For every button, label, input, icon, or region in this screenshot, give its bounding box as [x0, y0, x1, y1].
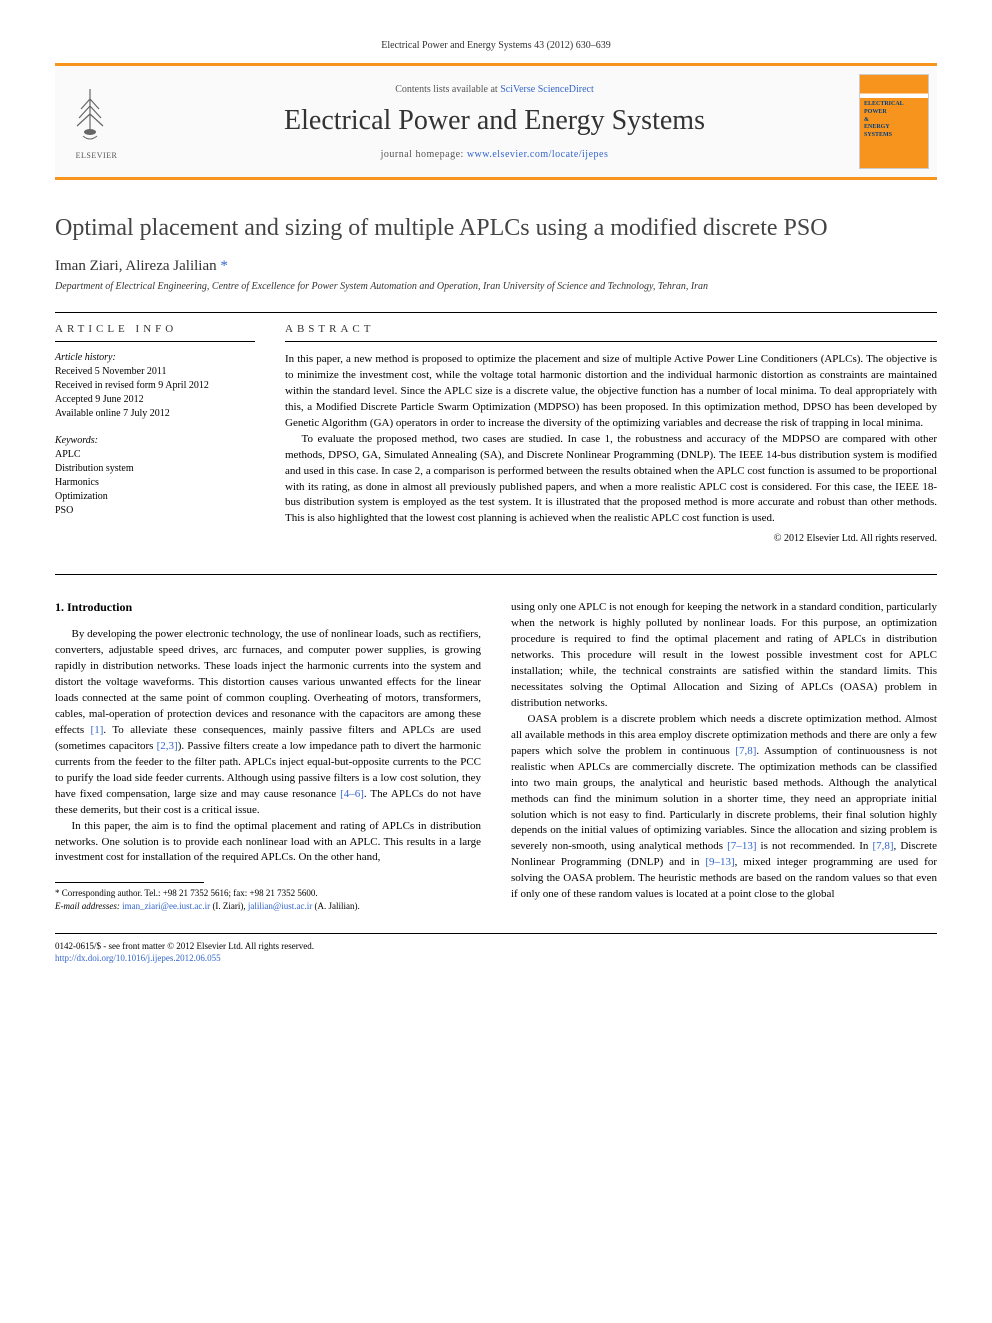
citation-link[interactable]: [7,8] — [872, 840, 893, 852]
history-item: Accepted 9 June 2012 — [55, 393, 255, 407]
cover-line: SYSTEMS — [864, 132, 924, 140]
cover-line: & — [864, 117, 924, 125]
publisher-name: ELSEVIER — [63, 151, 130, 160]
affiliation: Department of Electrical Engineering, Ce… — [55, 281, 937, 292]
body-two-columns: 1. Introduction By developing the power … — [55, 600, 937, 912]
history-label: Article history: — [55, 352, 255, 363]
copyright-line: © 2012 Elsevier Ltd. All rights reserved… — [285, 533, 937, 544]
body-paragraph: OASA problem is a discrete problem which… — [511, 712, 937, 903]
cover-line: ELECTRICAL — [864, 101, 924, 109]
body-text: . Assumption of continuousness is not re… — [511, 745, 937, 853]
abstract-paragraph: In this paper, a new method is proposed … — [285, 352, 937, 432]
history-item: Received in revised form 9 April 2012 — [55, 379, 255, 393]
elsevier-tree-icon — [63, 84, 118, 149]
corresponding-author-footnote: * Corresponding author. Tel.: +98 21 735… — [55, 887, 481, 900]
history-item: Received 5 November 2011 — [55, 365, 255, 379]
publisher-logo: ELSEVIER — [55, 84, 130, 160]
body-paragraph: In this paper, the aim is to find the op… — [55, 819, 481, 867]
citation-link[interactable]: [7–13] — [727, 840, 756, 852]
keyword-item: APLC — [55, 448, 255, 462]
keyword-item: Distribution system — [55, 462, 255, 476]
contents-available-line: Contents lists available at SciVerse Sci… — [130, 84, 859, 95]
homepage-link[interactable]: www.elsevier.com/locate/ijepes — [467, 149, 609, 160]
body-paragraph: By developing the power electronic techn… — [55, 627, 481, 818]
email-link[interactable]: iman_ziari@ee.iust.ac.ir — [122, 901, 210, 911]
corresponding-marker: * — [220, 258, 228, 274]
footnote-separator — [55, 882, 204, 883]
cover-line: POWER — [864, 109, 924, 117]
authors: Iman Ziari, Alireza Jalilian * — [55, 258, 937, 275]
article-title: Optimal placement and sizing of multiple… — [55, 215, 937, 242]
sciencedirect-link[interactable]: SciVerse ScienceDirect — [500, 84, 594, 95]
journal-reference: Electrical Power and Energy Systems 43 (… — [55, 40, 937, 51]
header-center: Contents lists available at SciVerse Sci… — [130, 84, 859, 160]
keyword-item: PSO — [55, 504, 255, 518]
citation-link[interactable]: [2,3] — [157, 740, 178, 752]
keywords-label: Keywords: — [55, 435, 255, 446]
citation-link[interactable]: [4–6] — [340, 788, 364, 800]
contents-prefix: Contents lists available at — [395, 84, 500, 95]
keyword-item: Harmonics — [55, 476, 255, 490]
homepage-line: journal homepage: www.elsevier.com/locat… — [130, 149, 859, 160]
body-column-right: using only one APLC is not enough for ke… — [511, 600, 937, 912]
abstract-paragraph: To evaluate the proposed method, two cas… — [285, 432, 937, 528]
citation-link[interactable]: [1] — [91, 724, 104, 736]
author-names: Iman Ziari, Alireza Jalilian — [55, 258, 217, 274]
email-footnote: E-mail addresses: iman_ziari@ee.iust.ac.… — [55, 900, 481, 913]
citation-link[interactable]: [7,8] — [735, 745, 756, 757]
journal-header: ELSEVIER Contents lists available at Sci… — [55, 63, 937, 180]
copyright-footer: 0142-0615/$ - see front matter © 2012 El… — [55, 940, 937, 953]
section-divider — [55, 312, 937, 313]
body-text: is not recommended. In — [756, 840, 872, 852]
article-info-heading: ARTICLE INFO — [55, 323, 255, 342]
homepage-prefix: journal homepage: — [381, 149, 467, 160]
body-column-left: 1. Introduction By developing the power … — [55, 600, 481, 912]
section-divider — [55, 574, 937, 575]
email-label: E-mail addresses: — [55, 901, 122, 911]
keyword-item: Optimization — [55, 490, 255, 504]
author-ref: (A. Jalilian). — [312, 901, 360, 911]
email-link[interactable]: jalilian@iust.ac.ir — [248, 901, 312, 911]
page-footer: 0142-0615/$ - see front matter © 2012 El… — [55, 933, 937, 965]
section-heading: 1. Introduction — [55, 600, 481, 615]
journal-cover-thumbnail: ELECTRICAL POWER & ENERGY SYSTEMS — [859, 74, 929, 169]
doi-link[interactable]: http://dx.doi.org/10.1016/j.ijepes.2012.… — [55, 953, 221, 963]
info-abstract-row: ARTICLE INFO Article history: Received 5… — [55, 323, 937, 544]
body-paragraph: using only one APLC is not enough for ke… — [511, 600, 937, 712]
cover-text: ELECTRICAL POWER & ENERGY SYSTEMS — [864, 101, 924, 140]
abstract-column: ABSTRACT In this paper, a new method is … — [285, 323, 937, 544]
history-item: Available online 7 July 2012 — [55, 407, 255, 421]
article-info-column: ARTICLE INFO Article history: Received 5… — [55, 323, 255, 544]
cover-line: ENERGY — [864, 124, 924, 132]
author-ref: (I. Ziari), — [210, 901, 248, 911]
abstract-heading: ABSTRACT — [285, 323, 937, 342]
citation-link[interactable]: [9–13] — [705, 856, 734, 868]
journal-name: Electrical Power and Energy Systems — [130, 105, 859, 137]
body-text: By developing the power electronic techn… — [55, 628, 481, 736]
